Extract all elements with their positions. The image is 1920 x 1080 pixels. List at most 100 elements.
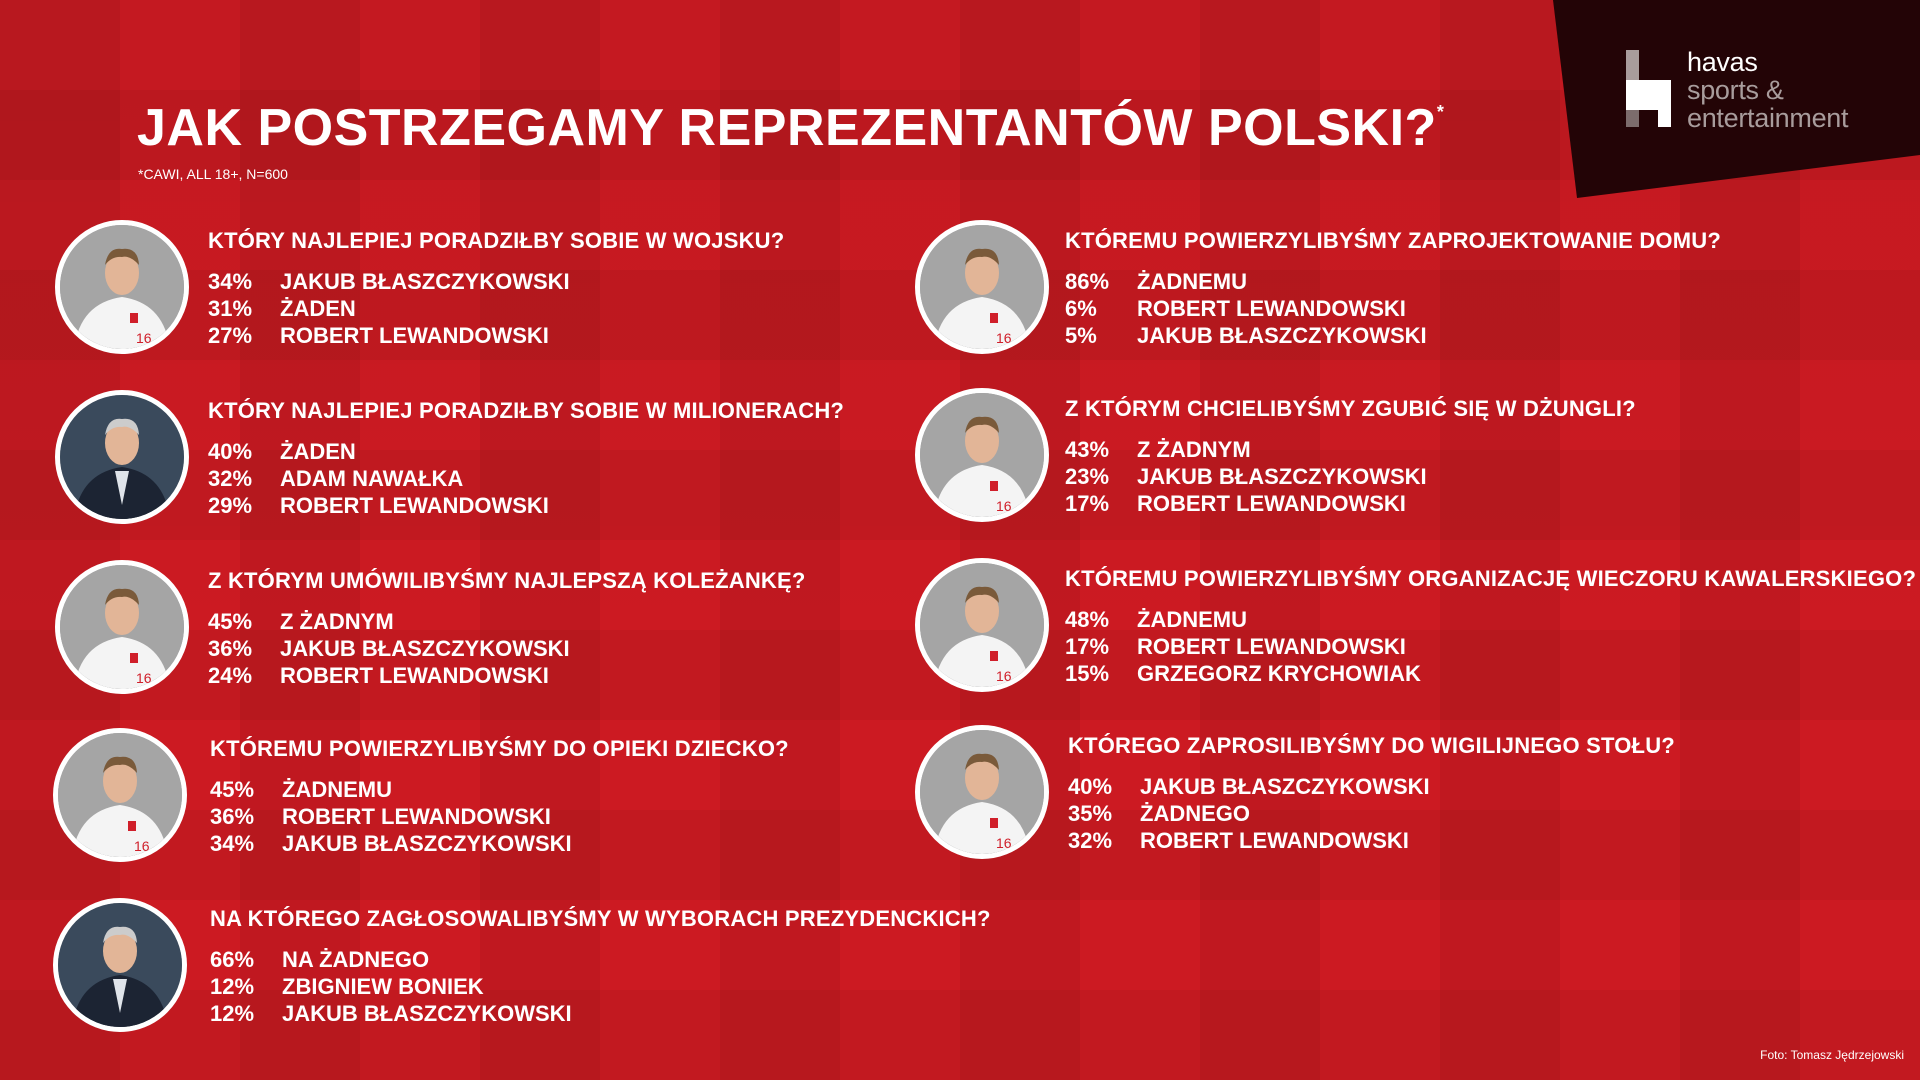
answer-name: JAKUB BŁASZCZYKOWSKI [280, 636, 570, 661]
survey-note: *CAWI, ALL 18+, N=600 [138, 166, 288, 182]
answer-name: NA ŻADNEGO [282, 947, 430, 972]
answer-name: ŻADEN [280, 439, 356, 464]
answer-name: Z ŻADNYM [280, 609, 394, 634]
answer-percent: 12% [210, 1001, 255, 1026]
svg-text:16: 16 [996, 835, 1012, 851]
answer-list: 43% Z ŻADNYM 23% JAKUB BŁASZCZYKOWSKI 17% ROB… [1065, 436, 1427, 517]
answer-percent: 29% [208, 493, 253, 518]
player-photo: 16 [55, 560, 189, 694]
answer-list: 45% ŻADNEMU 36% ROBERT LEWANDOWSKI 34% JAKUB … [210, 776, 572, 857]
answer-percent: 6% [1065, 296, 1097, 321]
answer-name: ROBERT LEWANDOWSKI [1137, 634, 1406, 659]
question-title: KTÓREGO ZAPROSILIBYŚMY DO WIGILIJNEGO ST… [1068, 733, 1675, 758]
answer-row: 32% ROBERT LEWANDOWSKI [1068, 827, 1430, 854]
answer-name: ROBERT LEWANDOWSKI [280, 323, 549, 348]
answer-row: 40% ŻADEN [208, 438, 549, 465]
answer-percent: 32% [1068, 828, 1113, 853]
answer-percent: 36% [208, 636, 253, 661]
answer-name: JAKUB BŁASZCZYKOWSKI [280, 269, 570, 294]
answer-name: ZBIGNIEW BONIEK [282, 974, 484, 999]
answer-row: 43% Z ŻADNYM [1065, 436, 1427, 463]
answer-row: 34% JAKUB BŁASZCZYKOWSKI [208, 268, 570, 295]
answer-row: 45% ŻADNEMU [210, 776, 572, 803]
answer-percent: 40% [1068, 774, 1113, 799]
answer-name: ŻADNEGO [1140, 801, 1250, 826]
svg-text:16: 16 [996, 498, 1012, 514]
answer-row: 17% ROBERT LEWANDOWSKI [1065, 490, 1427, 517]
answer-row: 66% NA ŻADNEGO [210, 946, 572, 973]
answer-percent: 23% [1065, 464, 1110, 489]
answer-name: JAKUB BŁASZCZYKOWSKI [1140, 774, 1430, 799]
question-title: KTÓREMU POWIERZYLIBYŚMY ORGANIZACJĘ WIEC… [1065, 566, 1917, 591]
logo-panel [1553, 0, 1920, 198]
answer-percent: 24% [208, 663, 253, 688]
answer-percent: 34% [210, 831, 255, 856]
answer-name: Z ŻADNYM [1137, 437, 1251, 462]
answer-name: GRZEGORZ KRYCHOWIAK [1137, 661, 1421, 686]
answer-list: 66% NA ŻADNEGO 12% ZBIGNIEW BONIEK 12% JAKUB … [210, 946, 572, 1027]
photo-credit: Foto: Tomasz Jędrzejowski [1760, 1048, 1904, 1062]
answer-row: 36% ROBERT LEWANDOWSKI [210, 803, 572, 830]
question-title: KTÓREMU POWIERZYLIBYŚMY DO OPIEKI DZIECK… [210, 736, 789, 761]
answer-row: 23% JAKUB BŁASZCZYKOWSKI [1065, 463, 1427, 490]
svg-text:16: 16 [136, 670, 152, 686]
answer-name: JAKUB BŁASZCZYKOWSKI [1137, 323, 1427, 348]
answer-row: 48% ŻADNEMU [1065, 606, 1421, 633]
answer-row: 34% JAKUB BŁASZCZYKOWSKI [210, 830, 572, 857]
answer-name: ADAM NAWAŁKA [280, 466, 464, 491]
answer-name: JAKUB BŁASZCZYKOWSKI [282, 1001, 572, 1026]
answer-list: 48% ŻADNEMU 17% ROBERT LEWANDOWSKI 15% GRZEGO… [1065, 606, 1421, 687]
question-title: NA KTÓREGO ZAGŁOSOWALIBYŚMY W WYBORACH P… [210, 906, 991, 931]
logo-line-2: sports & [1687, 75, 1784, 105]
answer-row: 31% ŻADEN [208, 295, 570, 322]
answer-row: 29% ROBERT LEWANDOWSKI [208, 492, 549, 519]
answer-percent: 15% [1065, 661, 1110, 686]
answer-percent: 17% [1065, 491, 1110, 516]
answer-list: 45% Z ŻADNYM 36% JAKUB BŁASZCZYKOWSKI 24% ROB… [208, 608, 570, 689]
player-photo: 16 [915, 388, 1049, 522]
player-photo: 16 [53, 728, 187, 862]
player-photo: 16 [915, 220, 1049, 354]
answer-row: 12% ZBIGNIEW BONIEK [210, 973, 572, 1000]
svg-text:16: 16 [996, 668, 1012, 684]
answer-name: ROBERT LEWANDOWSKI [280, 663, 549, 688]
answer-name: JAKUB BŁASZCZYKOWSKI [282, 831, 572, 856]
answer-percent: 36% [210, 804, 255, 829]
answer-percent: 31% [208, 296, 253, 321]
answer-name: ŻADNEMU [1137, 607, 1247, 632]
answer-row: 5% JAKUB BŁASZCZYKOWSKI [1065, 322, 1427, 349]
answer-row: 36% JAKUB BŁASZCZYKOWSKI [208, 635, 570, 662]
answer-name: ROBERT LEWANDOWSKI [282, 804, 551, 829]
logo-line-3: entertainment [1687, 103, 1849, 133]
answer-percent: 27% [208, 323, 253, 348]
svg-text:16: 16 [996, 330, 1012, 346]
answer-row: 45% Z ŻADNYM [208, 608, 570, 635]
answer-list: 86% ŻADNEMU 6% ROBERT LEWANDOWSKI 5% JAKUB BŁ… [1065, 268, 1427, 349]
answer-name: ROBERT LEWANDOWSKI [280, 493, 549, 518]
question-title: Z KTÓRYM CHCIELIBYŚMY ZGUBIĆ SIĘ W DŻUNG… [1065, 396, 1636, 421]
answer-row: 40% JAKUB BŁASZCZYKOWSKI [1068, 773, 1430, 800]
answer-list: 40% ŻADEN 32% ADAM NAWAŁKA 29% ROBERT LEWANDO… [208, 438, 549, 519]
answer-name: ROBERT LEWANDOWSKI [1140, 828, 1409, 853]
answer-row: 6% ROBERT LEWANDOWSKI [1065, 295, 1427, 322]
player-photo: 16 [915, 725, 1049, 859]
player-photo [53, 898, 187, 1032]
answer-percent: 32% [208, 466, 253, 491]
answer-percent: 45% [208, 609, 253, 634]
player-photo: 16 [55, 220, 189, 354]
player-photo [55, 390, 189, 524]
answer-name: ŻADEN [280, 296, 356, 321]
answer-name: ŻADNEMU [1137, 269, 1247, 294]
answer-list: 40% JAKUB BŁASZCZYKOWSKI 35% ŻADNEGO 32% ROBE… [1068, 773, 1430, 854]
answer-percent: 43% [1065, 437, 1110, 462]
page-title: JAK POSTRZEGAMY REPREZENTANTÓW POLSKI?* [137, 99, 1445, 157]
answer-percent: 48% [1065, 607, 1110, 632]
answer-name: ŻADNEMU [282, 777, 392, 802]
answer-percent: 45% [210, 777, 255, 802]
answer-percent: 17% [1065, 634, 1110, 659]
answer-percent: 86% [1065, 269, 1110, 294]
answer-row: 15% GRZEGORZ KRYCHOWIAK [1065, 660, 1421, 687]
logo-line-1: havas [1687, 47, 1758, 77]
answer-row: 24% ROBERT LEWANDOWSKI [208, 662, 570, 689]
answer-name: JAKUB BŁASZCZYKOWSKI [1137, 464, 1427, 489]
